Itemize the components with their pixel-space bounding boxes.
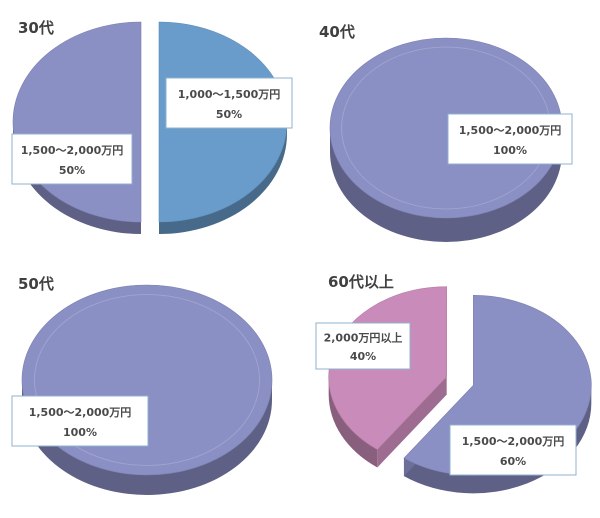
pie-slice-side xyxy=(328,376,378,468)
data-label: 1,500～2,000万円 100% xyxy=(447,113,573,165)
data-label: 1,500～2,000万円 100% xyxy=(11,395,149,447)
data-label: 2,000万円以上 40% xyxy=(315,322,411,370)
data-label-percent: 100% xyxy=(493,144,527,157)
data-label-box xyxy=(449,424,577,476)
data-label-percent: 50% xyxy=(59,164,85,177)
data-label-percent: 100% xyxy=(63,426,97,439)
pie-slice-side xyxy=(22,380,272,495)
pie-slice-side xyxy=(13,122,141,234)
pie-slice-side xyxy=(159,122,287,234)
data-label-percent: 40% xyxy=(350,350,376,363)
data-label-box xyxy=(315,322,411,370)
data-label: 1,500～2,000万円 50% xyxy=(11,133,133,185)
data-label-category: 1,500～2,000万円 xyxy=(459,124,562,137)
data-label-category: 2,000万円以上 xyxy=(324,330,403,344)
data-label-box xyxy=(165,77,293,129)
pie-slice-side xyxy=(330,128,562,242)
chart-title-50s: 50代 xyxy=(18,275,54,293)
chart-title-60s-plus: 60代以上 xyxy=(328,273,394,291)
pie-highlight xyxy=(34,294,260,466)
data-label-category: 1,500～2,000万円 xyxy=(29,406,132,419)
data-label-box xyxy=(447,113,573,165)
chart-title-30s: 30代 xyxy=(18,19,54,37)
data-label-category: 1,000～1,500万円 xyxy=(178,88,281,101)
data-label-category: 1,500～2,000万円 xyxy=(462,435,565,448)
data-label: 1,500～2,000万円 60% xyxy=(449,424,577,476)
data-label-percent: 60% xyxy=(500,455,526,468)
data-label-percent: 50% xyxy=(216,108,242,121)
data-label-category: 1,500～2,000万円 xyxy=(21,144,124,157)
data-label-box xyxy=(11,133,133,185)
chart-title-40s: 40代 xyxy=(319,23,355,41)
data-label: 1,000～1,500万円 50% xyxy=(165,77,293,129)
pie-slice-cut-face xyxy=(377,376,447,468)
data-label-box xyxy=(11,395,149,447)
pie-slice xyxy=(12,21,142,223)
